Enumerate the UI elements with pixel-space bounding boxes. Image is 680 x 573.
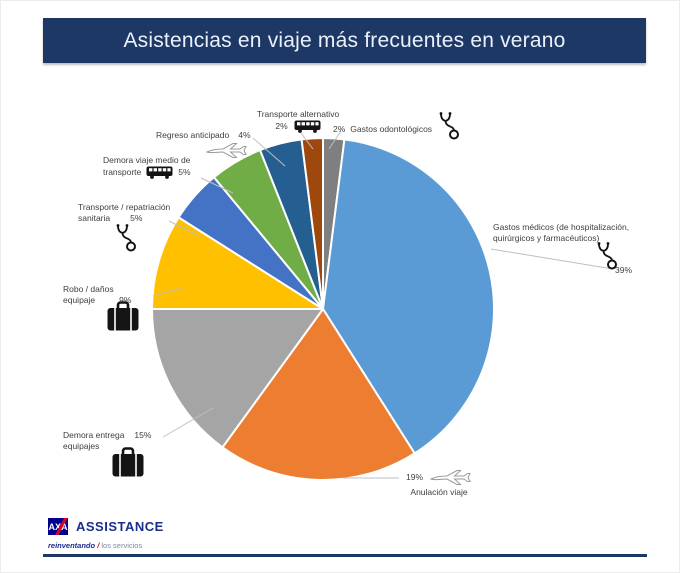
callout-demora-entrega: Demora entrega 15% equipajes [63,430,173,477]
brand-name: ASSISTANCE [76,519,164,534]
pie-svg [151,130,614,481]
callout-label: Demora entrega [63,430,125,440]
leader-line [252,137,286,167]
percent-label: 9% [119,295,132,305]
callout-label: Anulación viaje [410,487,468,497]
callout-label: Regreso anticipado [156,130,230,140]
tagline-bold: reinventando [48,541,96,550]
callout-label: equipaje [63,295,96,305]
suitcase-icon [111,447,145,478]
callout-gastos-medicos: Gastos médicos (de hospitalización, quir… [493,222,653,275]
callout-label: Transporte alternativo [256,109,340,119]
plane-icon [204,141,248,160]
callout-gastos-odontologicos: 2% Gastos odontológicos [333,112,463,141]
title-banner: Asistencias en viaje más frecuentes en v… [43,18,646,63]
callout-label: Transporte / repatriación [78,202,171,212]
leader-line [162,407,214,438]
pie-slice [151,308,324,449]
callout-label: Gastos odontológicos [350,123,433,134]
tagline-slash: / [97,541,100,550]
stethoscope-icon [593,241,621,271]
callout-repatriacion: Transporte / repatriación sanitaria 5% [78,202,196,252]
bus-icon [294,120,321,133]
pie-slice [300,137,324,310]
leader-line [490,248,614,270]
page-title: Asistencias en viaje más frecuentes en v… [123,28,566,52]
pie-slice [151,216,324,310]
callout-robo: Robo / daños equipaje 9% [63,284,163,331]
percent-label: 15% [134,430,152,440]
callout-label: Gastos médicos (de hospitalización, [493,222,630,232]
plane-icon [428,468,472,487]
percent-label: 2% [333,123,346,134]
tagline-rest: los servicios [101,541,143,550]
footer: AXA ASSISTANCE reinventando / los servic… [1,515,679,565]
stethoscope-icon [112,223,140,253]
callout-regreso-anticipado: Regreso anticipado 4% [156,130,286,158]
stethoscope-icon [435,111,463,141]
suitcase-icon [106,301,140,332]
callout-label: Robo / daños [63,284,114,294]
callout-anulacion: 19% Anulación viaje [389,468,489,498]
axa-logo: AXA [48,518,68,535]
callout-demora-viaje: Demora viaje medio de transporte 5% [103,155,221,179]
callout-label: sanitaria [78,213,111,223]
axa-logo-text: AXA [48,521,68,532]
footer-rule [43,554,647,557]
percent-label: 5% [130,213,143,223]
percent-label: 4% [238,130,251,140]
leader-line [152,287,182,297]
leader-line [300,132,314,150]
leader-line [200,177,234,194]
pie-slice [221,308,416,481]
percent-label: 19% [405,472,423,482]
callout-label: quirúrgicos y farmacéuticos) [493,233,600,243]
callout-label: equipajes [63,441,100,451]
brand-tagline: reinventando / los servicios [48,541,142,550]
callout-label: Demora viaje medio de [103,155,191,165]
percent-label: 5% [178,167,191,177]
percent-label: 2% [275,121,288,131]
pie-chart: Transporte alternativo 2% Regreso antici… [1,81,679,511]
leader-line [328,130,342,150]
bus-icon [146,166,173,179]
callout-transporte-alternativo: Transporte alternativo 2% [223,109,373,133]
percent-label: 39% [615,265,633,275]
leader-line [168,220,200,237]
callout-label: transporte [103,167,142,177]
